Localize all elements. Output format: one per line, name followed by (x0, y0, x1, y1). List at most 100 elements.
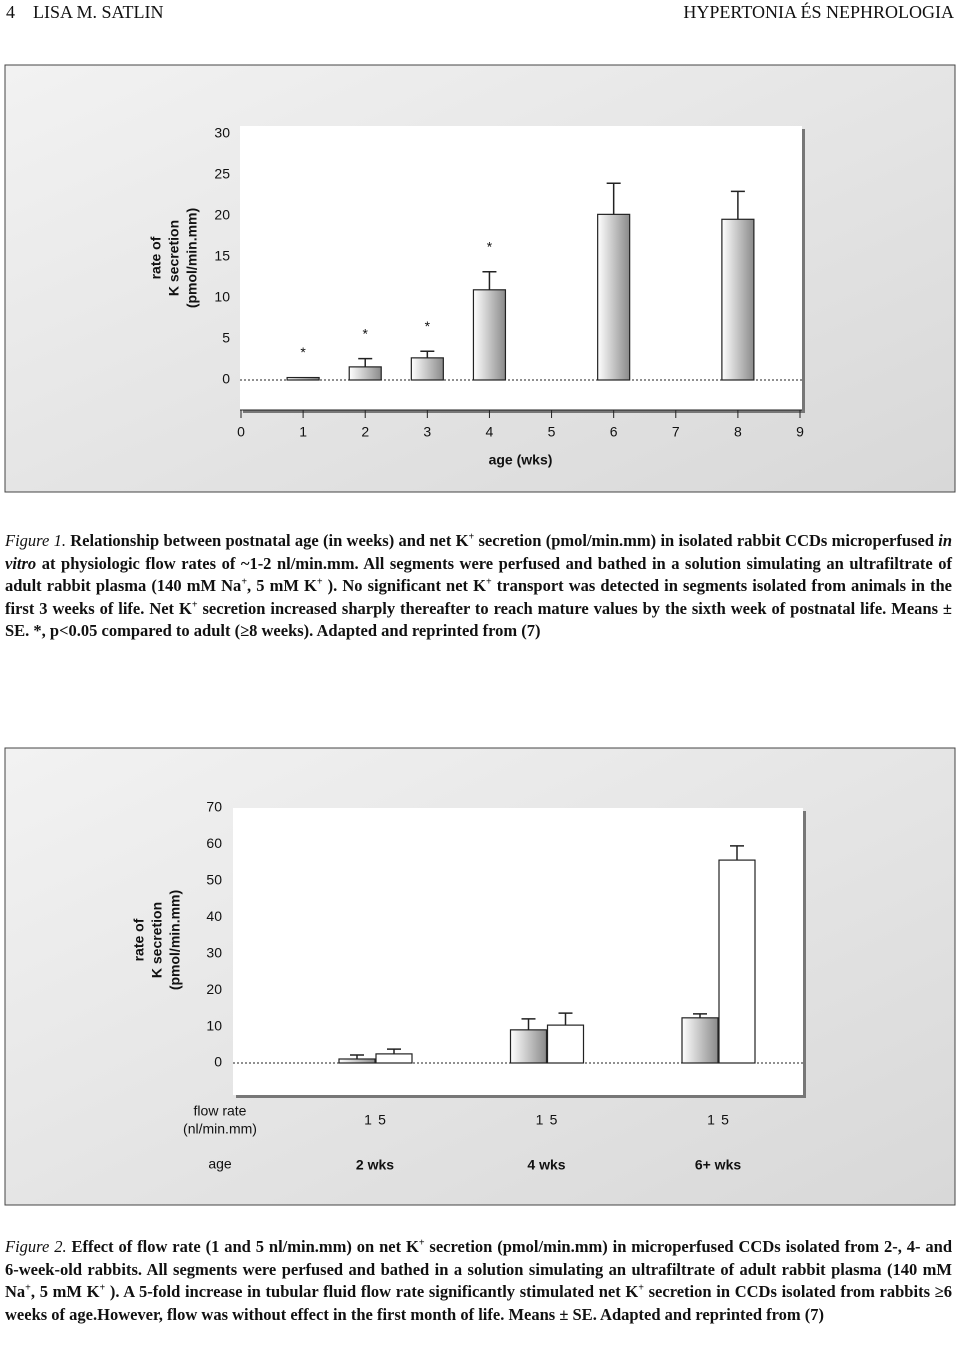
y-tick-label: 5 (222, 330, 230, 346)
y-tick-label: 10 (214, 289, 230, 305)
y-axis-label: K secretion (166, 220, 182, 296)
bar (472, 289, 507, 381)
page-number: 4 (6, 2, 15, 22)
y-tick-label: 40 (206, 908, 222, 924)
error-bar (350, 1054, 364, 1059)
x-tick-label: 3 (423, 424, 431, 440)
caption-run: at physiologic flow rates of ~1-2 nl/min… (5, 553, 952, 596)
x-tick-label: 1 (299, 424, 307, 440)
figure-caption: Figure 2. Effect of flow rate (1 and 5 n… (5, 1236, 952, 1326)
error-bar (521, 1018, 536, 1030)
bar (509, 1029, 548, 1064)
y-tick-label: 60 (206, 835, 222, 851)
caption-run: + (191, 599, 198, 610)
series-axis-label: flow rate (194, 1103, 247, 1119)
caption-run: secretion (pmol/min.mm) in isolated rabb… (474, 531, 939, 550)
x-tick-label: 8 (734, 424, 742, 440)
caption-run: in vitro (5, 531, 953, 573)
category-label: 6+ wks (695, 1157, 742, 1173)
caption-run: + (485, 576, 492, 588)
series-label: 5 (378, 1112, 386, 1128)
y-tick-label: 70 (206, 799, 222, 815)
bar (681, 1017, 719, 1064)
y-tick-label: 10 (206, 1017, 222, 1033)
caption-run: Figure 1. (5, 531, 66, 550)
x-tick-label: 4 (486, 424, 494, 440)
caption-run: Figure 2. (5, 1237, 67, 1256)
y-axis-label: rate of (131, 918, 147, 961)
caption-run: , 5 mM K (247, 576, 317, 595)
bar (410, 357, 444, 381)
y-axis-label: (pmol/min.mm) (167, 890, 183, 990)
y-axis-label: (pmol/min.mm) (184, 208, 200, 308)
caption-run: ). A 5-fold increase in tubular fluid fl… (105, 1282, 639, 1301)
series-label: 1 (536, 1112, 544, 1128)
error-bar (558, 1012, 573, 1026)
series-label: 1 (364, 1112, 372, 1128)
running-author: LISA M. SATLIN (33, 2, 164, 22)
significance-mark: * (425, 318, 431, 334)
error-bar (730, 845, 744, 861)
caption-run: secretion in CCDs isolated from rabbits … (5, 1282, 952, 1324)
series-axis-label: (nl/min.mm) (183, 1121, 257, 1137)
caption-run: + (99, 1282, 106, 1294)
series-label: 5 (550, 1112, 558, 1128)
category-axis-label: age (208, 1156, 232, 1172)
x-tick-label: 6 (610, 424, 618, 440)
category-label: 4 wks (527, 1157, 565, 1173)
bar (348, 366, 382, 381)
y-tick-label: 30 (214, 125, 230, 141)
significance-mark: * (362, 325, 368, 341)
error-bar (730, 190, 745, 220)
x-tick-label: 0 (237, 424, 245, 440)
category-label: 2 wks (356, 1157, 394, 1173)
bar (721, 218, 755, 381)
running-journal: HYPERTONIA ÉS NEPHROLOGIA (683, 2, 954, 22)
y-tick-label: 0 (222, 371, 230, 387)
error-bar (420, 350, 435, 358)
x-tick-label: 5 (548, 424, 556, 440)
y-tick-label: 30 (206, 944, 222, 960)
significance-mark: * (300, 344, 306, 360)
bar (286, 376, 320, 381)
y-tick-label: 50 (206, 872, 222, 888)
error-bar (387, 1048, 401, 1054)
caption-run: + (316, 576, 323, 588)
caption-run: + (25, 1282, 31, 1294)
significance-mark: * (487, 238, 493, 254)
plot-area (240, 126, 802, 410)
error-bar (693, 1013, 707, 1018)
caption-run: Relationship between postnatal age (in w… (65, 531, 469, 550)
y-tick-label: 15 (214, 248, 230, 264)
y-tick-label: 0 (214, 1054, 222, 1070)
caption-run: transport was detected in segments isola… (5, 576, 952, 618)
x-tick-label: 2 (361, 424, 369, 440)
caption-run: Effect of flow rate (1 and 5 nl/min.mm) … (66, 1237, 419, 1256)
series-label: 1 (707, 1112, 715, 1128)
figure-caption: Figure 1. Relationship between postnatal… (5, 530, 952, 643)
error-bar (606, 182, 621, 215)
x-tick-label: 9 (796, 424, 804, 440)
caption-run: + (241, 576, 248, 588)
caption-run: + (468, 531, 475, 543)
y-axis-label: rate of (148, 236, 164, 279)
error-bar (358, 357, 373, 367)
caption-run: secretion (pmol/min.mm) in microperfused… (5, 1237, 952, 1301)
series-label: 5 (721, 1112, 729, 1128)
x-axis-label: age (wks) (489, 452, 553, 468)
caption-run: ). No significant net K (322, 576, 486, 595)
caption-run: secretion increased sharply thereafter t… (5, 598, 952, 641)
y-tick-label: 20 (206, 981, 222, 997)
bar (375, 1053, 413, 1064)
caption-run: + (638, 1282, 644, 1294)
bar (338, 1058, 376, 1064)
x-tick-label: 7 (672, 424, 680, 440)
bar (718, 859, 756, 1064)
error-bar (482, 271, 497, 290)
bar (546, 1024, 585, 1064)
y-tick-label: 25 (214, 166, 230, 182)
y-axis-label: K secretion (149, 902, 165, 978)
caption-run: , 5 mM K (30, 1282, 100, 1301)
